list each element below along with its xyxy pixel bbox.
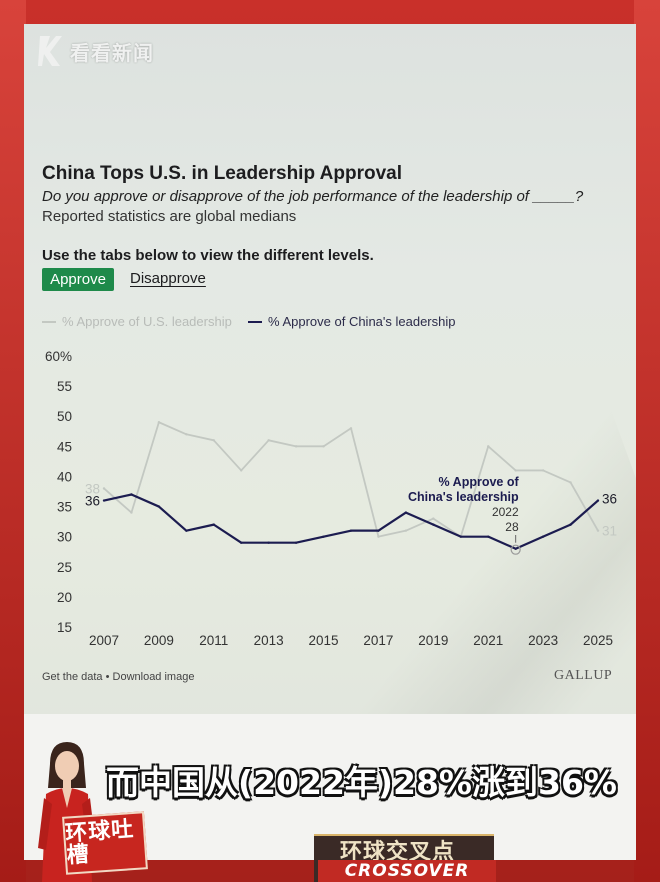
x-axis: 2007 2009 2011 2013 2015 2017 2019 2021 2023 2025 xyxy=(89,633,613,648)
legend-us[interactable]: % Approve of U.S. leadership xyxy=(42,314,232,329)
legend-china-label: % Approve of China's leadership xyxy=(268,314,456,329)
y-tick-label: 15 xyxy=(57,620,72,635)
y-tick-label: 25 xyxy=(57,560,72,575)
y-tick-label: 55 xyxy=(57,379,72,394)
program-badge: 环球吐槽 xyxy=(62,811,148,875)
data-point-us xyxy=(294,445,298,448)
chart-note: Reported statistics are global medians xyxy=(42,208,297,225)
data-point-china xyxy=(487,535,490,538)
legend-us-swatch xyxy=(42,320,56,323)
footer-links[interactable]: Get the data • Download image xyxy=(42,671,195,683)
data-point-china xyxy=(514,547,517,550)
program-brand-subtitle: CROSSOVER xyxy=(318,860,496,882)
data-point-us xyxy=(240,469,243,472)
legend-china-swatch xyxy=(248,320,262,323)
callout-marker xyxy=(510,544,521,555)
data-point-us xyxy=(432,517,435,520)
x-tick-label: 2013 xyxy=(254,633,284,648)
data-point-china xyxy=(322,535,325,538)
data-point-us xyxy=(377,535,380,538)
data-point-china xyxy=(432,523,435,526)
chart-question: Do you approve or disapprove of the job … xyxy=(42,188,584,205)
series-china xyxy=(102,493,600,550)
data-point-china xyxy=(596,499,600,502)
x-tick-label: 2007 xyxy=(89,633,119,648)
callout-value: 28 xyxy=(505,520,519,534)
x-tick-label: 2025 xyxy=(583,633,613,648)
watermark-text: 看看新闻 xyxy=(70,40,154,65)
tab-approve[interactable]: Approve xyxy=(42,268,114,291)
x-tick-label: 2021 xyxy=(473,633,503,648)
data-point-china xyxy=(267,541,270,544)
series-line-us xyxy=(103,421,599,538)
data-point-china xyxy=(377,529,380,532)
x-tick-label: 2009 xyxy=(144,633,174,648)
data-point-us xyxy=(487,445,490,448)
watermark-logo-icon xyxy=(36,34,64,68)
callout-title-2: China's leadership xyxy=(408,490,519,504)
data-point-us xyxy=(267,439,270,442)
data-point-china xyxy=(404,511,408,514)
y-tick-label: 30 xyxy=(57,530,72,545)
data-point-china xyxy=(349,529,353,532)
data-point-us xyxy=(596,529,600,532)
data-point-china xyxy=(157,505,161,508)
data-point-china xyxy=(459,535,462,538)
callout-year: 2022 xyxy=(492,505,519,519)
data-point-us xyxy=(322,445,325,448)
data-point-china xyxy=(212,523,215,526)
y-tick-label: 20 xyxy=(57,590,72,605)
china-end-label: 36 xyxy=(602,492,617,507)
legend-china[interactable]: % Approve of China's leadership xyxy=(248,314,455,329)
data-point-us xyxy=(185,433,188,436)
chart-title: China Tops U.S. in Leadership Approval xyxy=(42,163,402,184)
data-point-us xyxy=(212,439,215,442)
data-point-us xyxy=(569,481,572,484)
gallup-logo: GALLUP xyxy=(554,668,613,683)
legend-us-label: % Approve of U.S. leadership xyxy=(62,314,232,329)
watermark: 看看新闻 xyxy=(36,34,154,68)
data-point-us xyxy=(404,529,408,532)
data-point-us xyxy=(514,469,517,472)
tab-disapprove[interactable]: Disapprove xyxy=(130,270,206,287)
y-tick-label: 50 xyxy=(57,409,72,424)
data-point-us xyxy=(157,421,161,424)
tab-instruction: Use the tabs below to view the different… xyxy=(42,247,374,264)
series-us xyxy=(102,421,600,538)
series-line-china xyxy=(103,493,599,550)
x-tick-label: 2015 xyxy=(309,633,339,648)
y-tick-label: 35 xyxy=(57,500,72,515)
data-point-china xyxy=(541,535,545,538)
us-start-label: 38 xyxy=(85,481,100,496)
china-start-label: 36 xyxy=(85,494,100,509)
y-axis: 60% 55 50 45 40 35 30 25 20 15 xyxy=(45,349,72,635)
x-tick-label: 2011 xyxy=(199,633,228,648)
data-point-us xyxy=(541,469,545,472)
data-point-china xyxy=(130,493,133,496)
us-end-label: 31 xyxy=(602,524,617,539)
callout-title-1: % Approve of xyxy=(439,475,520,489)
data-point-china xyxy=(102,499,106,502)
y-tick-label: 45 xyxy=(57,439,72,454)
data-point-us xyxy=(130,511,133,514)
data-point-china xyxy=(294,541,298,544)
x-tick-label: 2023 xyxy=(528,633,558,648)
data-point-china xyxy=(240,541,243,544)
subtitle-caption: 而中国从(2022年)28%涨到36% xyxy=(106,763,617,802)
data-point-china xyxy=(185,529,188,532)
data-point-china xyxy=(569,523,572,526)
y-tick-label: 40 xyxy=(57,469,72,484)
y-tick-label: 60% xyxy=(45,349,72,364)
x-tick-label: 2019 xyxy=(418,633,448,648)
x-tick-label: 2017 xyxy=(363,633,393,648)
data-point-us xyxy=(102,487,106,490)
data-point-us xyxy=(349,427,353,430)
